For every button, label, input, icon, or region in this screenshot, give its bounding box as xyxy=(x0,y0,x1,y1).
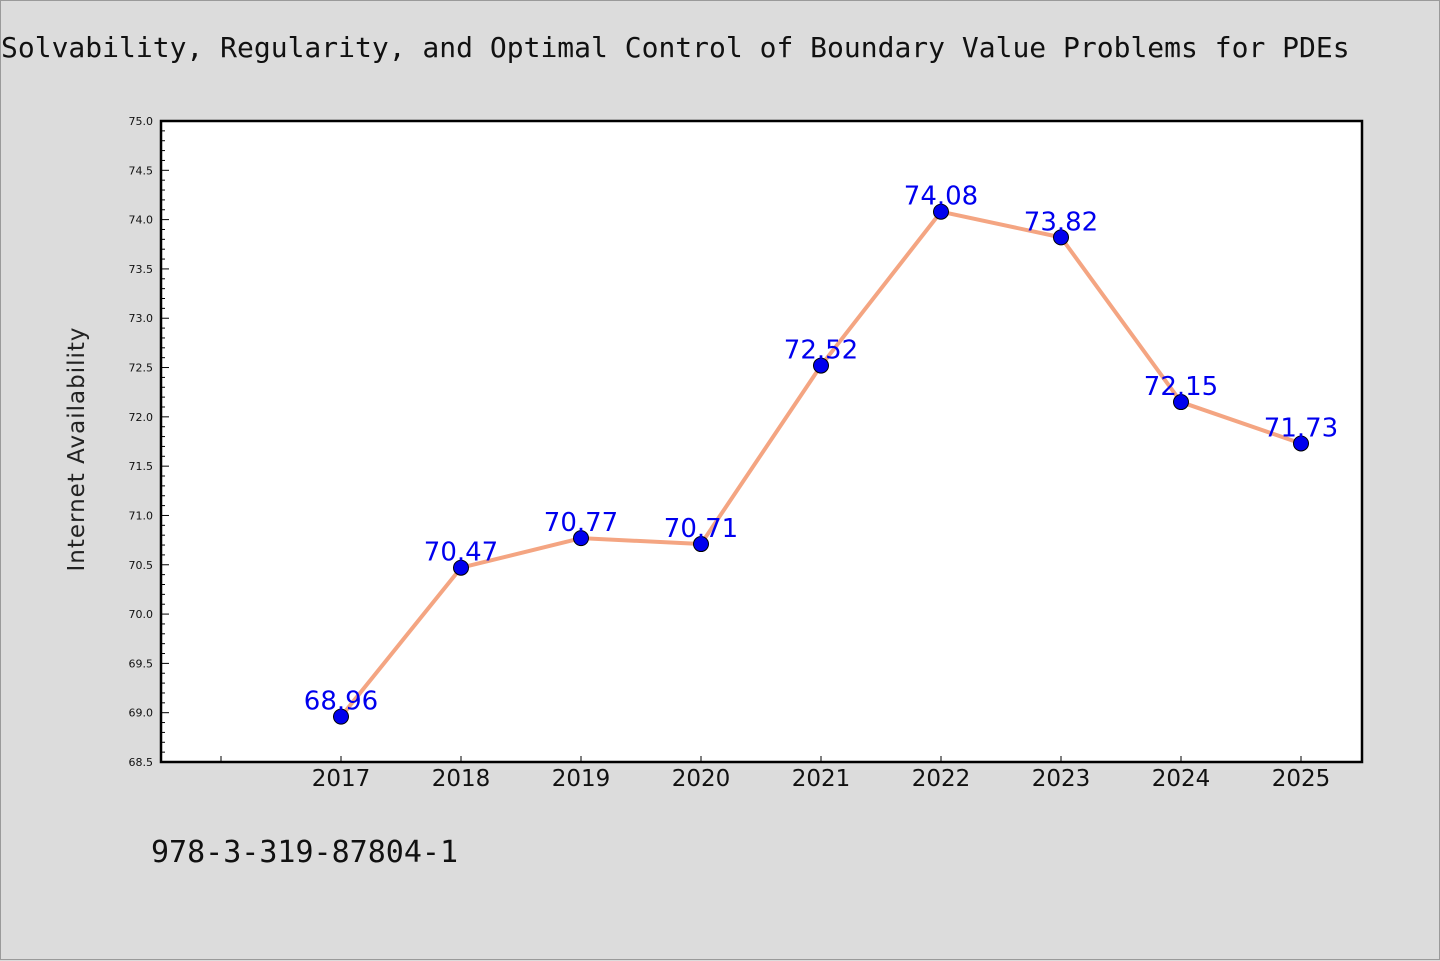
y-tick-label: 70.0 xyxy=(129,608,154,621)
y-tick-label: 72.5 xyxy=(129,362,154,375)
data-label: 70.71 xyxy=(664,514,738,544)
x-tick-label: 2021 xyxy=(792,766,851,792)
y-tick-label: 69.5 xyxy=(129,657,154,670)
y-tick-label: 73.5 xyxy=(129,263,154,276)
x-tick-label: 2017 xyxy=(312,766,371,792)
data-point xyxy=(813,357,829,374)
data-point xyxy=(1293,435,1309,452)
x-tick-label: 2018 xyxy=(432,766,491,792)
y-tick-label: 73.0 xyxy=(129,312,154,325)
data-point xyxy=(573,530,589,547)
data-label: 71.73 xyxy=(1264,413,1338,443)
y-tick-label: 71.5 xyxy=(129,460,154,473)
data-label: 73.82 xyxy=(1024,207,1098,237)
chart-title: Solvability, Regularity, and Optimal Con… xyxy=(1,31,1350,64)
x-tick-label: 2024 xyxy=(1152,766,1211,792)
y-tick-label: 70.5 xyxy=(129,559,154,572)
x-tick-label: 2023 xyxy=(1032,766,1091,792)
y-tick-label: 74.0 xyxy=(129,214,154,227)
x-tick-label: 2020 xyxy=(672,766,731,792)
x-tick-label: 2019 xyxy=(552,766,611,792)
data-label: 68.96 xyxy=(304,687,378,717)
footer-identifier: 978-3-319-87804-1 xyxy=(151,835,459,870)
data-label: 72.15 xyxy=(1144,372,1218,402)
y-tick-label: 75.0 xyxy=(129,115,154,128)
y-tick-label: 72.0 xyxy=(129,411,154,424)
plot-frame xyxy=(159,119,1364,764)
y-axis: 68.5 69.0 69.5 70.0 70.5 71.0 71.5 72.0 72.5 73.0… xyxy=(129,115,169,769)
data-point xyxy=(933,203,949,220)
data-point xyxy=(1053,229,1069,246)
x-tick-label: 2022 xyxy=(912,766,971,792)
data-point xyxy=(693,536,709,553)
data-point xyxy=(1173,394,1189,411)
y-tick-label: 71.0 xyxy=(129,509,154,522)
x-tick-label: 2025 xyxy=(1272,766,1331,792)
data-label: 74.08 xyxy=(904,182,978,212)
x-axis: 2017 2018 2019 2020 2021 2022 2023 2024 2025 xyxy=(220,756,1331,792)
data-label: 70.47 xyxy=(424,538,498,568)
series-layer: 68.96 70.47 70.77 70.71 72.52 74.08 73.82 72.15… xyxy=(304,182,1338,725)
y-tick-label: 74.5 xyxy=(129,164,154,177)
y-tick-label: 68.5 xyxy=(129,756,154,769)
plot-background xyxy=(161,121,1362,762)
data-point xyxy=(333,708,349,725)
data-label: 70.77 xyxy=(544,508,618,538)
data-label: 72.52 xyxy=(784,336,858,366)
y-tick-label: 69.0 xyxy=(129,707,154,720)
data-point xyxy=(453,559,469,576)
